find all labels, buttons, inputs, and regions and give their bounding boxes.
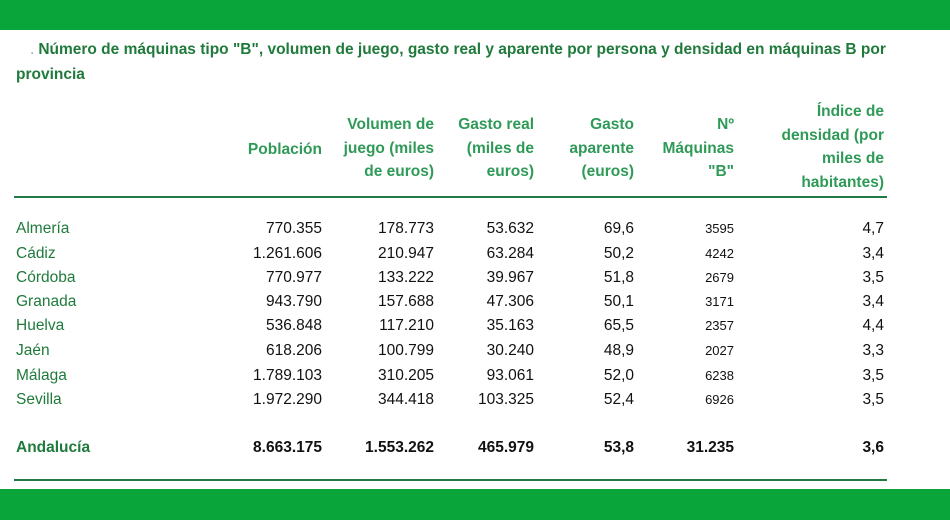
title-text: Número de máquinas tipo "B", volumen de … (16, 41, 886, 83)
gasto-aparente-cell: 51,8 (603, 269, 634, 286)
gasto-aparente-cell: 52,4 (603, 391, 634, 408)
gasto-real-cell: 63.284 (486, 245, 534, 262)
poblacion-cell: 1.261.606 (253, 245, 322, 262)
province-cell: Sevilla (16, 391, 62, 408)
densidad-cell: 3,5 (862, 391, 884, 408)
total-poblacion: 8.663.175 (253, 439, 322, 456)
title-marker: . (30, 41, 35, 58)
top-green-band (0, 0, 950, 30)
densidad-cell: 4,4 (862, 317, 884, 334)
province-cell: Almería (16, 220, 70, 237)
gasto-real-cell: 53.632 (486, 220, 534, 237)
header-gasto-aparente: Gasto aparente (euros) (569, 116, 634, 180)
gasto-real-cell: 103.325 (477, 391, 534, 408)
maquinas-cell: 4242 (705, 246, 734, 261)
header-maquinas-b: Nº Máquinas "B" (662, 116, 734, 180)
volumen-cell: 210.947 (377, 245, 434, 262)
volumen-cell: 157.688 (377, 293, 434, 310)
table-row: Huelva 536.848 117.210 35.163 65,5 2357 … (0, 314, 950, 338)
gasto-aparente-cell: 48,9 (603, 342, 634, 359)
maquinas-cell: 3171 (705, 294, 734, 309)
province-cell: Cádiz (16, 245, 56, 262)
maquinas-cell: 6926 (705, 392, 734, 407)
total-gasto-aparente: 53,8 (603, 439, 634, 456)
header-volumen-juego: Volumen de juego (miles de euros) (343, 116, 434, 180)
poblacion-cell: 770.977 (265, 269, 322, 286)
gasto-aparente-cell: 50,1 (603, 293, 634, 310)
total-gasto-real: 465.979 (477, 439, 534, 456)
table-title: . Número de máquinas tipo "B", volumen de… (16, 37, 946, 87)
total-label: Andalucía (16, 439, 91, 456)
gasto-real-cell: 35.163 (486, 317, 534, 334)
province-cell: Jaén (16, 342, 50, 359)
province-cell: Córdoba (16, 269, 76, 286)
header-poblacion: Población (247, 141, 322, 158)
poblacion-cell: 770.355 (265, 220, 322, 237)
footer-rule (14, 479, 887, 481)
volumen-cell: 344.418 (377, 391, 434, 408)
table-row: Jaén 618.206 100.799 30.240 48,9 2027 3,… (0, 339, 950, 363)
table-row: Sevilla 1.972.290 344.418 103.325 52,4 6… (0, 388, 950, 412)
table-row: Granada 943.790 157.688 47.306 50,1 3171… (0, 290, 950, 314)
densidad-cell: 3,5 (862, 367, 884, 384)
maquinas-cell: 2357 (705, 318, 734, 333)
total-densidad: 3,6 (862, 439, 884, 456)
gasto-aparente-cell: 50,2 (603, 245, 634, 262)
header-rule (14, 196, 887, 198)
table-row: Cádiz 1.261.606 210.947 63.284 50,2 4242… (0, 242, 950, 266)
volumen-cell: 310.205 (377, 367, 434, 384)
poblacion-cell: 1.789.103 (253, 367, 322, 384)
gasto-real-cell: 30.240 (486, 342, 534, 359)
volumen-cell: 178.773 (377, 220, 434, 237)
poblacion-cell: 1.972.290 (253, 391, 322, 408)
gasto-aparente-cell: 65,5 (603, 317, 634, 334)
densidad-cell: 3,3 (862, 342, 884, 359)
maquinas-cell: 3595 (705, 221, 734, 236)
gasto-real-cell: 93.061 (486, 367, 534, 384)
gasto-aparente-cell: 69,6 (603, 220, 634, 237)
maquinas-cell: 2027 (705, 343, 734, 358)
header-gasto-real: Gasto real (miles de euros) (458, 116, 534, 180)
densidad-cell: 4,7 (862, 220, 884, 237)
poblacion-cell: 943.790 (265, 293, 322, 310)
total-row: Andalucía 8.663.175 1.553.262 465.979 53… (0, 436, 950, 460)
table-row: Almería 770.355 178.773 53.632 69,6 3595… (0, 217, 950, 241)
province-cell: Granada (16, 293, 77, 310)
maquinas-cell: 2679 (705, 270, 734, 285)
volumen-cell: 133.222 (377, 269, 434, 286)
total-maquinas: 31.235 (686, 439, 734, 456)
volumen-cell: 100.799 (377, 342, 434, 359)
gasto-real-cell: 39.967 (486, 269, 534, 286)
densidad-cell: 3,4 (862, 293, 884, 310)
poblacion-cell: 618.206 (265, 342, 322, 359)
poblacion-cell: 536.848 (265, 317, 322, 334)
province-cell: Málaga (16, 367, 67, 384)
header-indice-densidad: Índice de densidad (por miles de habitan… (781, 103, 884, 191)
gasto-aparente-cell: 52,0 (603, 367, 634, 384)
bottom-green-band (0, 489, 950, 520)
table-row: Córdoba 770.977 133.222 39.967 51,8 2679… (0, 266, 950, 290)
total-volumen: 1.553.262 (365, 439, 434, 456)
densidad-cell: 3,4 (862, 245, 884, 262)
densidad-cell: 3,5 (862, 269, 884, 286)
province-cell: Huelva (16, 317, 65, 334)
volumen-cell: 117.210 (379, 317, 434, 334)
gasto-real-cell: 47.306 (486, 293, 534, 310)
maquinas-cell: 6238 (705, 368, 734, 383)
table-row: Málaga 1.789.103 310.205 93.061 52,0 623… (0, 364, 950, 388)
